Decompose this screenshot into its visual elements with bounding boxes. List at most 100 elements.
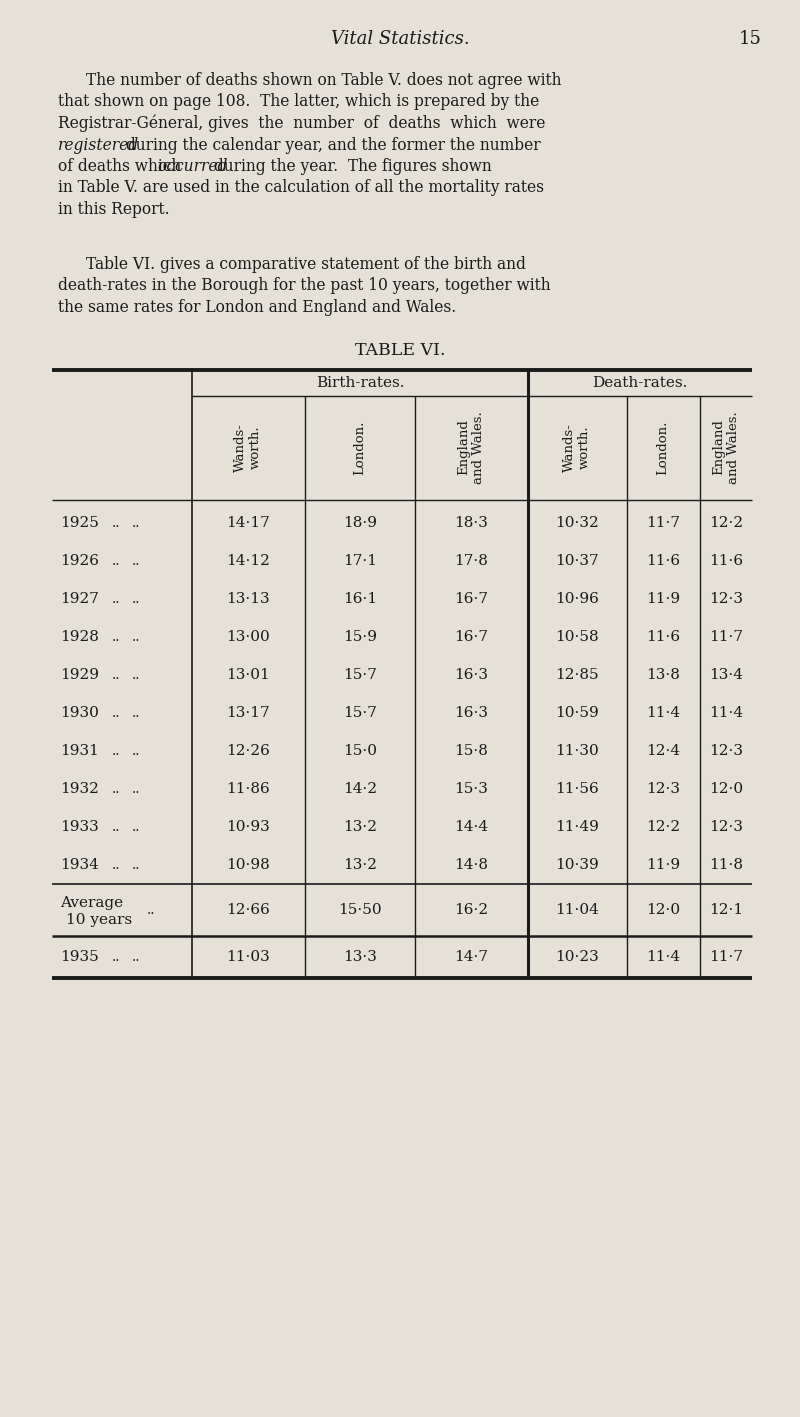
Text: 11·4: 11·4 [646, 949, 680, 964]
Text: ..: .. [132, 592, 141, 606]
Text: 13·00: 13·00 [226, 631, 270, 643]
Text: 10·58: 10·58 [555, 631, 599, 643]
Text: 10·32: 10·32 [555, 516, 599, 530]
Text: 12·3: 12·3 [709, 744, 743, 758]
Text: 17·1: 17·1 [343, 554, 377, 568]
Text: 12·3: 12·3 [709, 820, 743, 835]
Text: ..: .. [112, 667, 121, 682]
Text: ..: .. [112, 706, 121, 720]
Text: ..: .. [112, 949, 121, 964]
Text: ..: .. [132, 554, 141, 568]
Text: 14·7: 14·7 [454, 949, 488, 964]
Text: in Table V. are used in the calculation of all the mortality rates: in Table V. are used in the calculation … [58, 180, 544, 197]
Text: 14·12: 14·12 [226, 554, 270, 568]
Text: during the year.  The figures shown: during the year. The figures shown [209, 159, 492, 176]
Text: London.: London. [354, 421, 366, 475]
Text: 1932: 1932 [60, 782, 99, 796]
Text: 1930: 1930 [60, 706, 99, 720]
Text: 12·3: 12·3 [709, 592, 743, 606]
Text: 13·17: 13·17 [226, 706, 270, 720]
Text: 12·0: 12·0 [709, 782, 743, 796]
Text: 11·6: 11·6 [646, 631, 680, 643]
Text: 10·23: 10·23 [555, 949, 599, 964]
Text: England
and Wales.: England and Wales. [712, 411, 740, 483]
Text: Wands-
worth.: Wands- worth. [234, 424, 262, 472]
Text: 12·2: 12·2 [646, 820, 680, 835]
Text: 16·3: 16·3 [454, 706, 488, 720]
Text: 13·4: 13·4 [709, 667, 743, 682]
Text: 11·9: 11·9 [646, 592, 680, 606]
Text: Vital Statistics.: Vital Statistics. [330, 30, 470, 48]
Text: 11·30: 11·30 [555, 744, 599, 758]
Text: 17·8: 17·8 [454, 554, 488, 568]
Text: 12·3: 12·3 [646, 782, 680, 796]
Text: 18·9: 18·9 [343, 516, 377, 530]
Text: 10·37: 10·37 [555, 554, 599, 568]
Text: 15·8: 15·8 [454, 744, 488, 758]
Text: 16·7: 16·7 [454, 592, 488, 606]
Text: ..: .. [132, 820, 141, 835]
Text: ..: .. [112, 820, 121, 835]
Text: 12·26: 12·26 [226, 744, 270, 758]
Text: in this Report.: in this Report. [58, 201, 170, 218]
Text: ..: .. [132, 631, 141, 643]
Text: 11·7: 11·7 [646, 516, 680, 530]
Text: of deaths which: of deaths which [58, 159, 186, 176]
Text: the same rates for London and England and Wales.: the same rates for London and England an… [58, 299, 456, 316]
Text: 11·6: 11·6 [709, 554, 743, 568]
Text: ..: .. [147, 903, 155, 917]
Text: Average: Average [60, 896, 123, 910]
Text: ..: .. [112, 859, 121, 871]
Text: that shown on page 108.  The latter, which is prepared by the: that shown on page 108. The latter, whic… [58, 94, 539, 111]
Text: ..: .. [112, 516, 121, 530]
Text: ..: .. [132, 859, 141, 871]
Text: 15·3: 15·3 [454, 782, 488, 796]
Text: 13·2: 13·2 [343, 820, 377, 835]
Text: ..: .. [132, 516, 141, 530]
Text: Registrar-Géneral, gives  the  number  of  deaths  which  were: Registrar-Géneral, gives the number of d… [58, 115, 546, 133]
Text: Death-rates.: Death-rates. [592, 376, 688, 390]
Text: during the calendar year, and the former the number: during the calendar year, and the former… [121, 136, 541, 153]
Text: 14·2: 14·2 [343, 782, 377, 796]
Text: 11·56: 11·56 [555, 782, 599, 796]
Text: 1925: 1925 [60, 516, 99, 530]
Text: 14·17: 14·17 [226, 516, 270, 530]
Text: ..: .. [132, 667, 141, 682]
Text: 1935: 1935 [60, 949, 98, 964]
Text: 11·9: 11·9 [646, 859, 680, 871]
Text: 14·8: 14·8 [454, 859, 488, 871]
Text: death-rates in the Borough for the past 10 years, together with: death-rates in the Borough for the past … [58, 278, 550, 295]
Text: 10·93: 10·93 [226, 820, 270, 835]
Text: 15·7: 15·7 [343, 667, 377, 682]
Text: 16·3: 16·3 [454, 667, 488, 682]
Text: ..: .. [112, 744, 121, 758]
Text: Wands-
worth.: Wands- worth. [563, 424, 591, 472]
Text: 13·13: 13·13 [226, 592, 270, 606]
Text: 12·66: 12·66 [226, 903, 270, 917]
Text: 16·2: 16·2 [454, 903, 488, 917]
Text: 11·03: 11·03 [226, 949, 270, 964]
Text: 11·8: 11·8 [709, 859, 743, 871]
Text: 11·4: 11·4 [709, 706, 743, 720]
Text: 1933: 1933 [60, 820, 98, 835]
Text: 12·0: 12·0 [646, 903, 680, 917]
Text: ..: .. [112, 782, 121, 796]
Text: 10 years: 10 years [66, 913, 132, 927]
Text: 10·59: 10·59 [555, 706, 599, 720]
Text: 15·50: 15·50 [338, 903, 382, 917]
Text: ..: .. [112, 554, 121, 568]
Text: 16·1: 16·1 [343, 592, 377, 606]
Text: 11·49: 11·49 [555, 820, 599, 835]
Text: ..: .. [132, 782, 141, 796]
Text: 1926: 1926 [60, 554, 99, 568]
Text: ..: .. [132, 706, 141, 720]
Text: 12·85: 12·85 [555, 667, 599, 682]
Text: 15·9: 15·9 [343, 631, 377, 643]
Text: 12·2: 12·2 [709, 516, 743, 530]
Text: 11·6: 11·6 [646, 554, 680, 568]
Text: 1928: 1928 [60, 631, 99, 643]
Text: 13·2: 13·2 [343, 859, 377, 871]
Text: 13·01: 13·01 [226, 667, 270, 682]
Text: 12·4: 12·4 [646, 744, 680, 758]
Text: TABLE VI.: TABLE VI. [354, 341, 446, 359]
